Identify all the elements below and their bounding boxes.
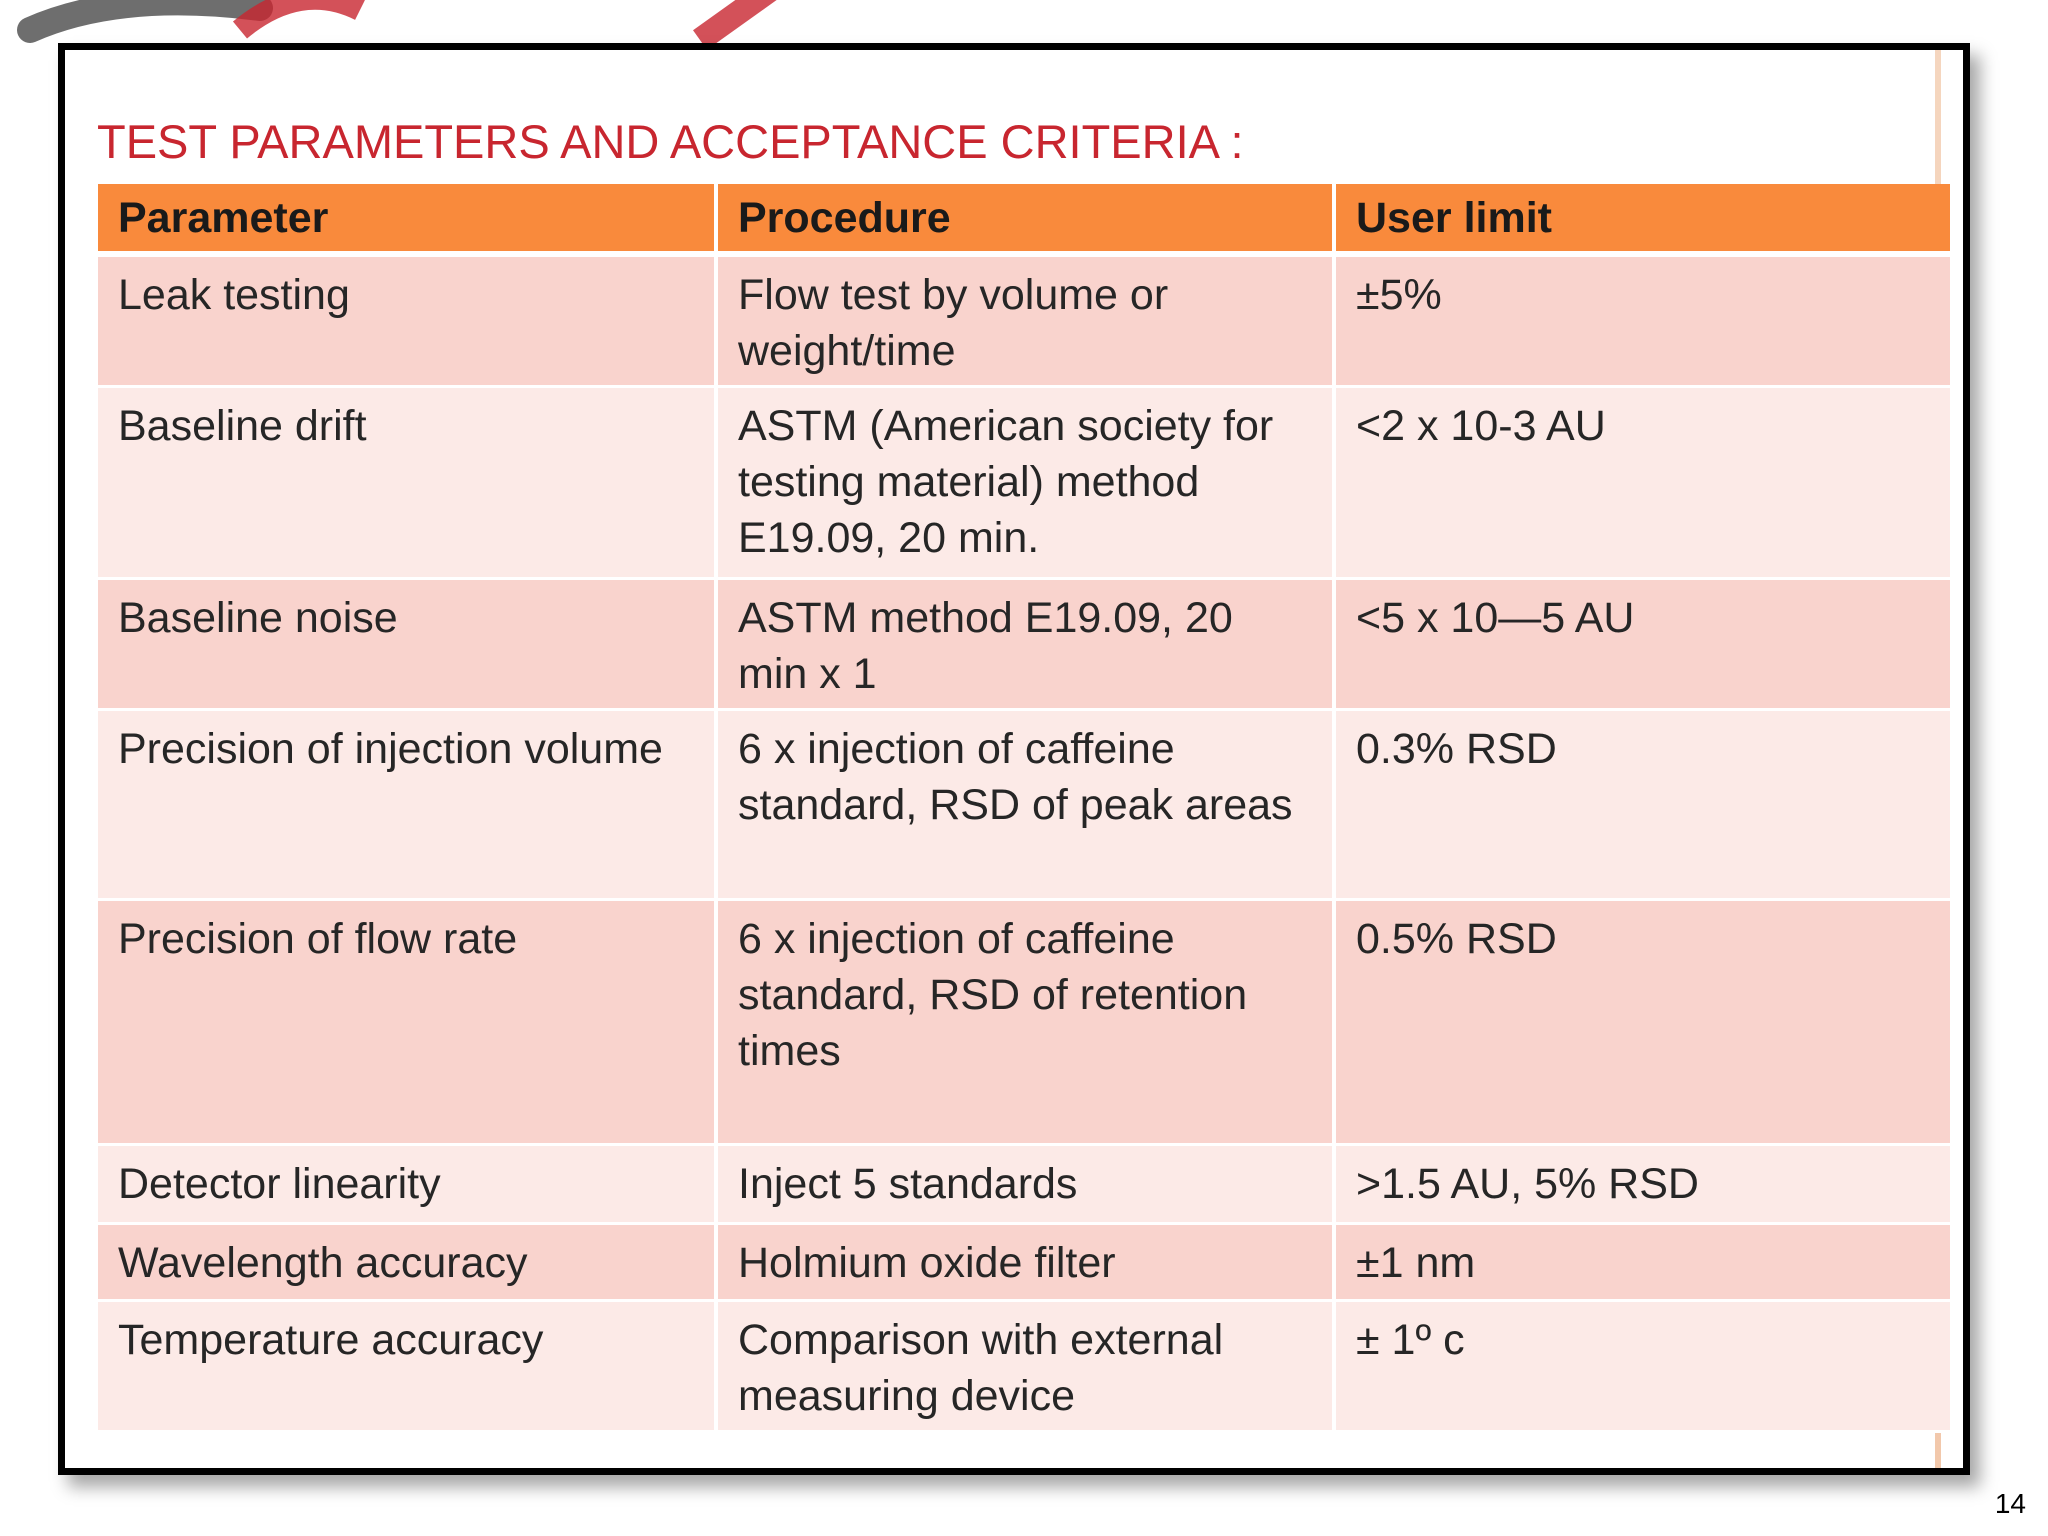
cell-limit: 0.3% RSD	[1334, 709, 1950, 901]
cell-parameter: Detector linearity	[98, 1144, 718, 1225]
slide-title: TEST PARAMETERS AND ACCEPTANCE CRITERIA …	[97, 115, 1244, 168]
table-header-row: Parameter Procedure User limit	[98, 184, 1950, 257]
page-number: 14	[1994, 1488, 2026, 1519]
cell-limit: <5 x 10—5 AU	[1334, 578, 1950, 711]
cell-procedure: Flow test by volume or weight/time	[716, 254, 1336, 388]
header-user-limit: User limit	[1334, 184, 1950, 257]
cell-parameter: Baseline drift	[98, 386, 718, 580]
cell-limit: 0.5% RSD	[1334, 899, 1950, 1146]
table-row: Leak testing Flow test by volume or weig…	[98, 254, 1950, 388]
table-row: Baseline noise ASTM method E19.09, 20 mi…	[98, 578, 1950, 711]
cell-limit: ±5%	[1334, 254, 1950, 388]
cell-limit: >1.5 AU, 5% RSD	[1334, 1144, 1950, 1225]
cell-limit: ±1 nm	[1334, 1223, 1950, 1302]
cell-parameter: Precision of injection volume	[98, 709, 718, 901]
table-row: Precision of injection volume 6 x inject…	[98, 709, 1950, 901]
criteria-table: Parameter Procedure User limit Leak test…	[98, 184, 1950, 1433]
header-procedure: Procedure	[716, 184, 1336, 257]
cell-limit: <2 x 10-3 AU	[1334, 386, 1950, 580]
cell-parameter: Baseline noise	[98, 578, 718, 711]
slide-frame: TEST PARAMETERS AND ACCEPTANCE CRITERIA …	[58, 43, 1970, 1475]
table-row: Temperature accuracy Comparison with ext…	[98, 1300, 1950, 1433]
cell-procedure: Holmium oxide filter	[716, 1223, 1336, 1302]
cell-parameter: Temperature accuracy	[98, 1300, 718, 1433]
cell-procedure: 6 x injection of caffeine standard, RSD …	[716, 899, 1336, 1146]
table-row: Wavelength accuracy Holmium oxide filter…	[98, 1223, 1950, 1302]
table-row: Detector linearity Inject 5 standards >1…	[98, 1144, 1950, 1225]
cell-limit: ± 1º c	[1334, 1300, 1950, 1433]
cell-procedure: Comparison with external measuring devic…	[716, 1300, 1336, 1433]
table-row: Precision of flow rate 6 x injection of …	[98, 899, 1950, 1146]
cell-parameter: Precision of flow rate	[98, 899, 718, 1146]
cell-procedure: ASTM (American society for testing mater…	[716, 386, 1336, 580]
cell-procedure: Inject 5 standards	[716, 1144, 1336, 1225]
cell-parameter: Wavelength accuracy	[98, 1223, 718, 1302]
cell-procedure: ASTM method E19.09, 20 min x 1	[716, 578, 1336, 711]
header-parameter: Parameter	[98, 184, 718, 257]
table-row: Baseline drift ASTM (American society fo…	[98, 386, 1950, 580]
cell-procedure: 6 x injection of caffeine standard, RSD …	[716, 709, 1336, 901]
cell-parameter: Leak testing	[98, 254, 718, 388]
